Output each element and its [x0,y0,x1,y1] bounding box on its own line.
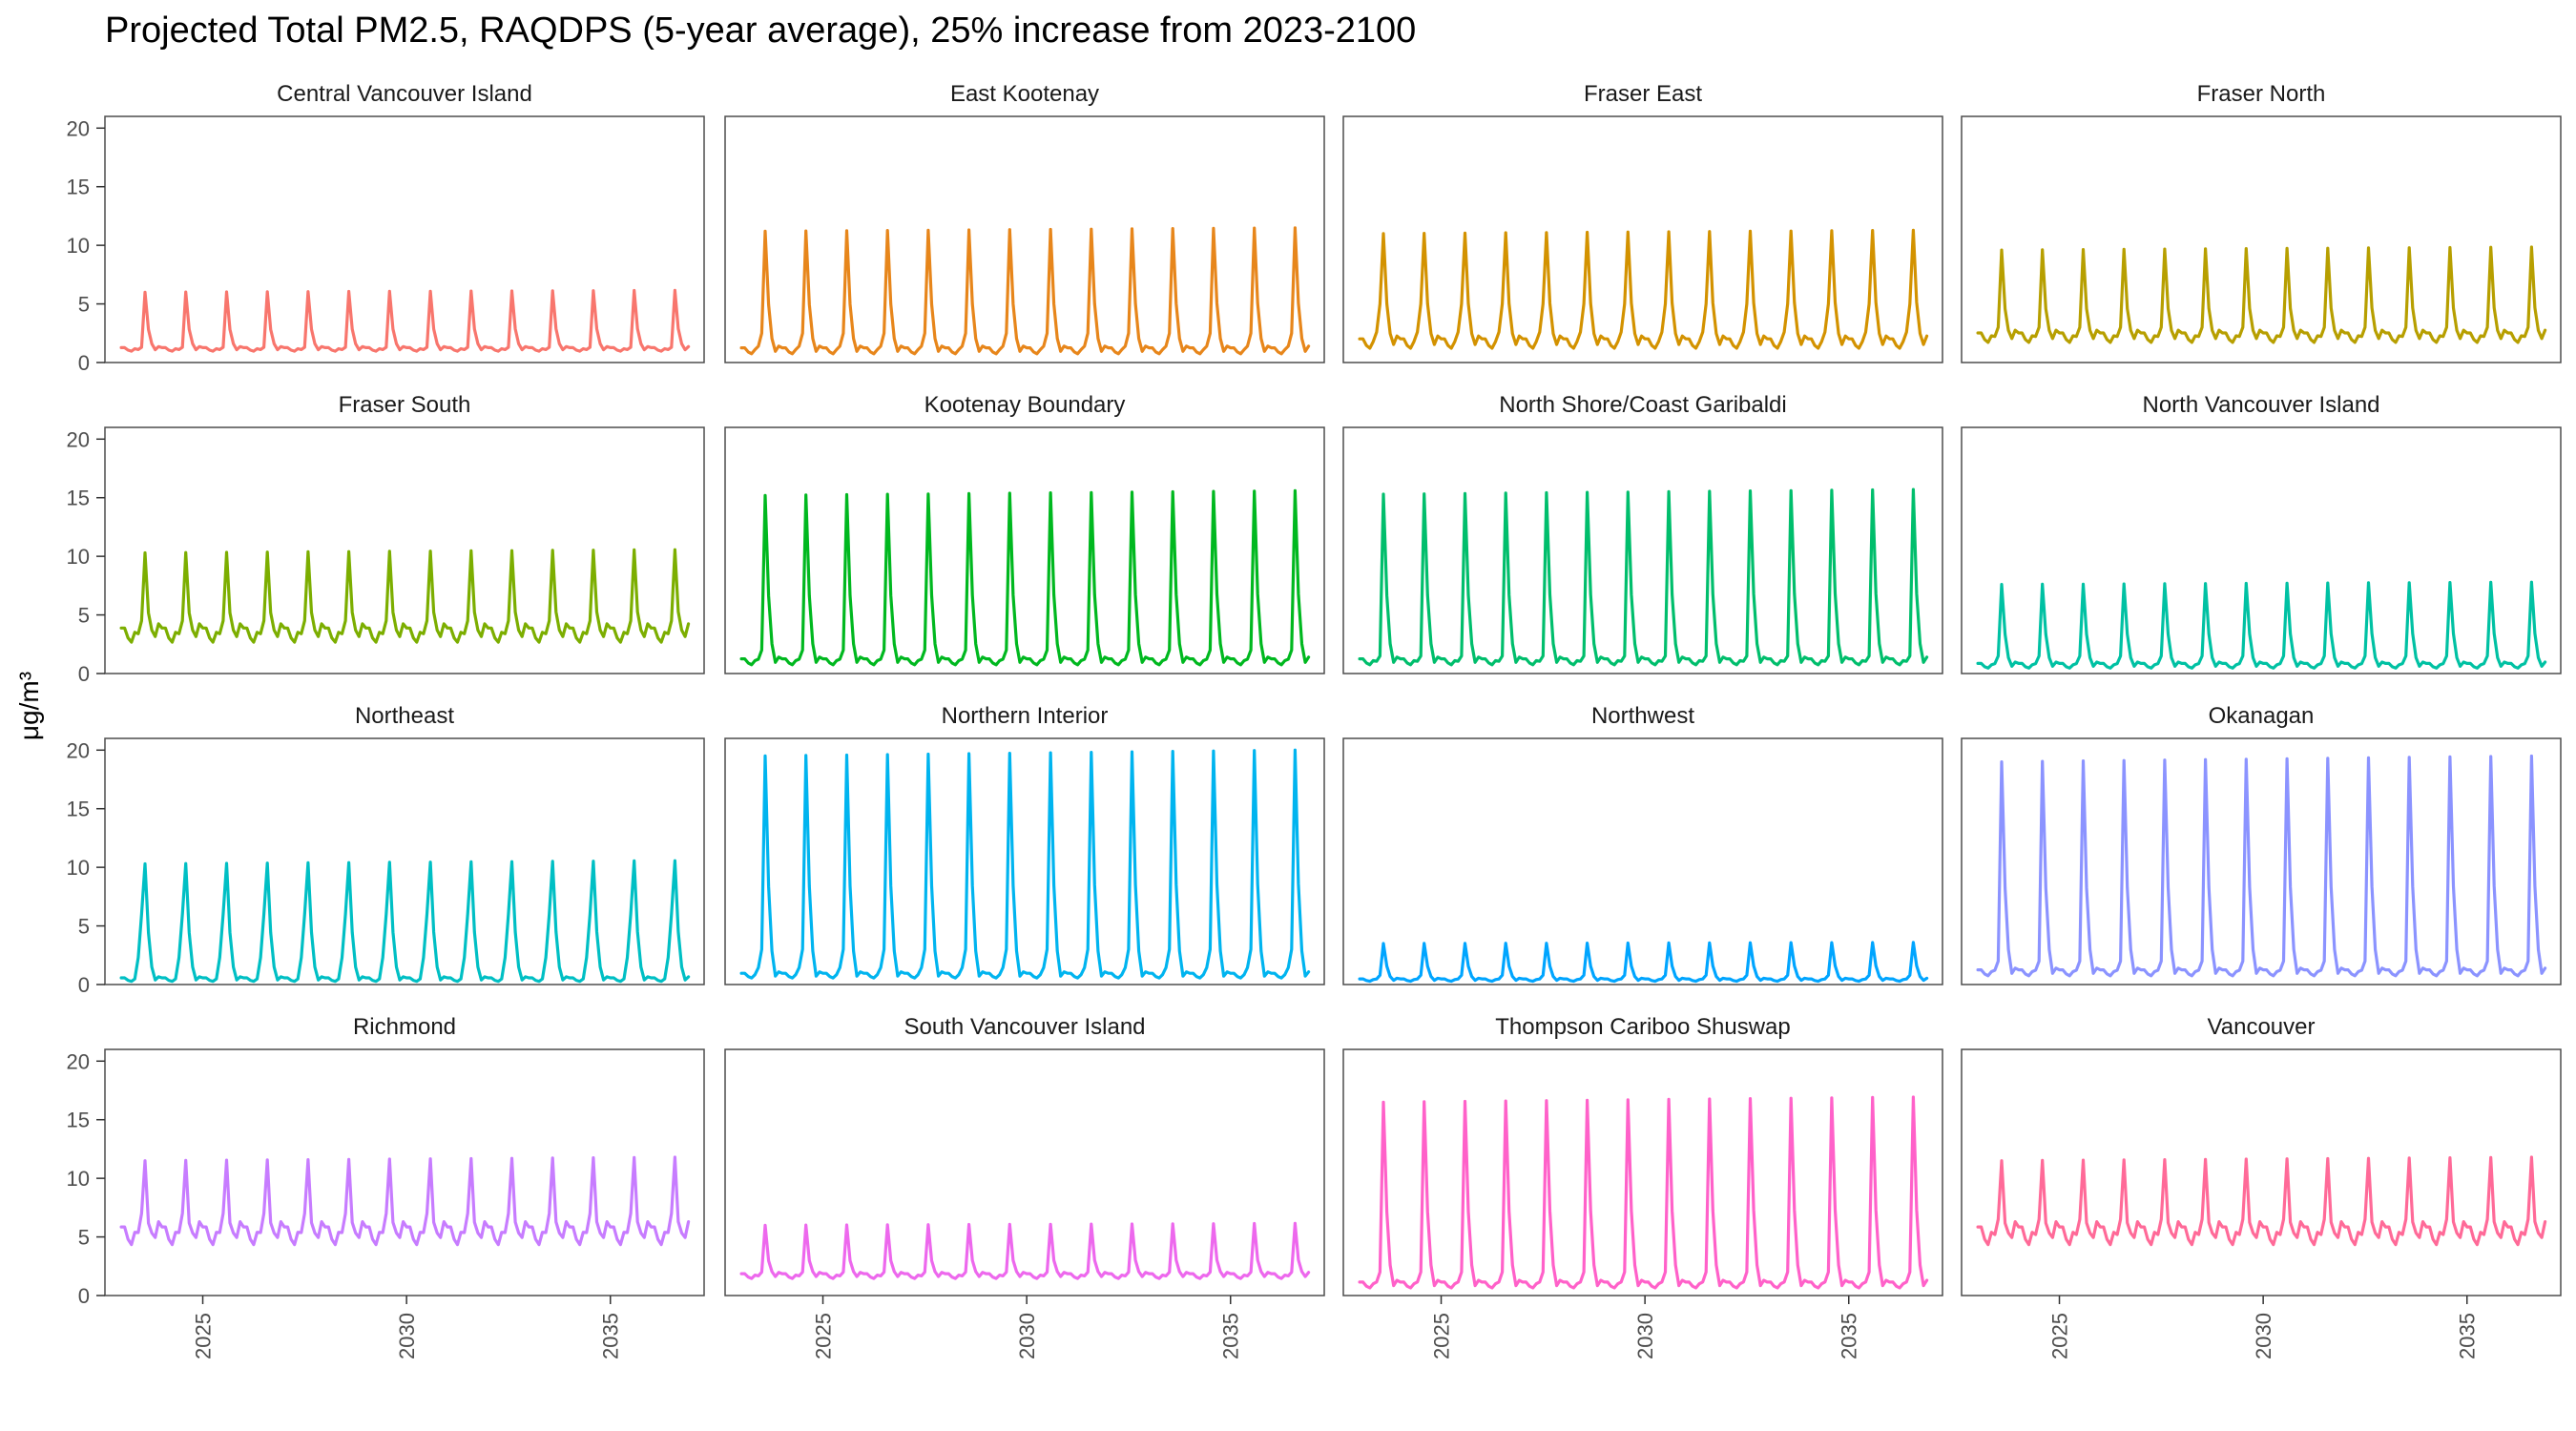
series-line [1358,941,1929,984]
y-tick-label: 10 [67,1167,90,1191]
panel-frame [1342,426,1943,674]
series-line [119,859,691,984]
series-line [1976,754,2547,978]
y-tick-label: 15 [67,798,90,821]
panel-title: Fraser East [1584,81,1702,107]
panel-title: Kootenay Boundary [924,392,1126,418]
panel-fraser-north: Fraser North [1961,81,2562,363]
y-tick-label: 0 [78,351,90,375]
y-tick-label: 5 [78,915,90,939]
series-line [119,288,691,353]
series-line [739,1221,1311,1280]
x-tick-label: 2030 [395,1313,419,1359]
panel-frame [104,1048,705,1296]
x-tick-label: 2030 [1015,1313,1039,1359]
panel-title: Okanagan [2209,703,2315,729]
series-line [1976,580,2547,670]
y-tick-label: 5 [78,604,90,628]
panel-frame [104,115,705,363]
panel-east-kootenay: East Kootenay [724,81,1325,363]
y-tick-label: 5 [78,293,90,317]
series-line [739,488,1311,667]
panel-frame [1961,737,2562,985]
panel-grid: Central Vancouver Island 0 5 10 15 20 East Koo… [67,81,2562,1359]
y-tick-label: 20 [67,738,90,762]
y-tick-label: 20 [67,116,90,140]
y-tick-label: 0 [78,973,90,997]
x-tick-label: 2030 [1633,1313,1657,1359]
x-tick-label: 2035 [599,1313,623,1359]
series-line [1358,1095,1929,1290]
panel-title: North Shore/Coast Garibaldi [1499,392,1786,418]
panel-title: Richmond [353,1014,456,1040]
x-tick-label: 2025 [2048,1313,2072,1359]
panel-frame [1342,737,1943,985]
panel-okanagan: Okanagan [1961,703,2562,985]
y-tick-label: 20 [67,427,90,451]
series-line [1358,228,1929,350]
y-tick-label: 15 [67,1109,90,1132]
y-tick-label: 10 [67,856,90,880]
panel-fraser-east: Fraser East [1342,81,1943,363]
series-line [739,748,1311,980]
panel-central-vancouver-island: Central Vancouver Island 0 5 10 15 20 [67,81,705,375]
panel-northern-interior: Northern Interior [724,703,1325,985]
panel-title: North Vancouver Island [2142,392,2379,418]
panel-northeast: Northeast 0 5 10 15 20 [67,703,705,997]
chart-title: Projected Total PM2.5, RAQDPS (5-year av… [105,10,1416,51]
panel-frame [1342,115,1943,363]
panel-north-vancouver-island: North Vancouver Island [1961,392,2562,674]
series-line [119,548,691,644]
panel-title: Fraser South [339,392,471,418]
panel-title: Northwest [1591,703,1694,729]
panel-title: South Vancouver Island [904,1014,1145,1040]
y-tick-label: 15 [67,487,90,510]
panel-title: Fraser North [2197,81,2326,107]
panel-thompson-cariboo-shuswap: Thompson Cariboo Shuswap 2025 2030 2035 [1342,1014,1943,1359]
panel-title: Northeast [355,703,454,729]
series-line [739,226,1311,356]
x-tick-label: 2035 [1838,1313,1861,1359]
x-tick-label: 2035 [1219,1313,1243,1359]
y-tick-label: 5 [78,1226,90,1250]
panel-frame [104,737,705,985]
panel-frame [724,426,1325,674]
y-tick-label: 15 [67,176,90,199]
panel-northwest: Northwest [1342,703,1943,985]
panel-south-vancouver-island: South Vancouver Island 2025 2030 2035 [724,1014,1325,1359]
panel-title: East Kootenay [950,81,1099,107]
series-line [1976,245,2547,344]
x-tick-label: 2035 [2456,1313,2480,1359]
panel-frame [1961,115,2562,363]
x-tick-label: 2030 [2252,1313,2275,1359]
y-tick-label: 10 [67,545,90,569]
panel-title: Vancouver [2208,1014,2316,1040]
series-line [1976,1155,2547,1247]
y-tick-label: 20 [67,1049,90,1073]
panel-fraser-south: Fraser South 0 5 10 15 20 [67,392,705,686]
panel-north-shore-coast-garibaldi: North Shore/Coast Garibaldi [1342,392,1943,674]
panel-title: Northern Interior [942,703,1109,729]
panel-frame [724,737,1325,985]
panel-title: Central Vancouver Island [277,81,532,107]
x-tick-label: 2025 [192,1313,216,1359]
y-tick-label: 0 [78,1284,90,1308]
panel-title: Thompson Cariboo Shuswap [1495,1014,1791,1040]
panel-frame [1961,426,2562,674]
y-tick-label: 10 [67,234,90,258]
panel-frame [724,115,1325,363]
panel-frame [1961,1048,2562,1296]
x-tick-label: 2025 [812,1313,836,1359]
x-tick-label: 2025 [1430,1313,1454,1359]
panel-vancouver: Vancouver 2025 2030 2035 [1961,1014,2562,1359]
y-tick-label: 0 [78,662,90,686]
panel-kootenay-boundary: Kootenay Boundary [724,392,1325,674]
series-line [119,1155,691,1247]
panel-richmond: Richmond 0 5 10 15 20 2025 2030 2035 [67,1014,705,1359]
y-axis-label: μg/m³ [14,672,44,740]
series-line [1358,487,1929,667]
panel-frame [724,1048,1325,1296]
panel-frame [1342,1048,1943,1296]
